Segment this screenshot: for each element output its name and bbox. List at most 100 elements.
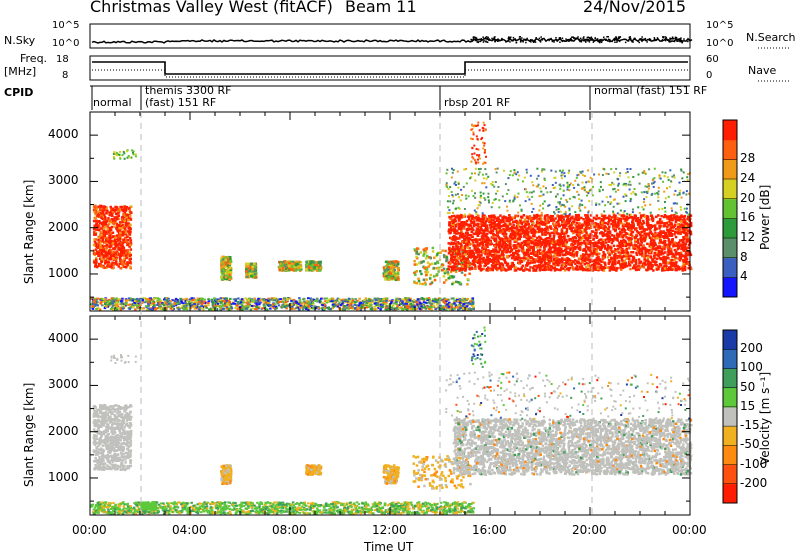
nsearch-point — [532, 40, 534, 43]
power-cell — [381, 304, 384, 307]
power-cell — [469, 308, 473, 311]
power-cell — [123, 259, 126, 262]
power-cell — [465, 305, 469, 308]
power-cell — [616, 254, 619, 258]
power-cell — [444, 269, 447, 273]
power-cell — [99, 208, 102, 211]
nsearch-point — [675, 36, 678, 39]
power-cell — [97, 225, 100, 228]
nsearch-point — [624, 38, 626, 40]
power-cell — [334, 304, 337, 307]
power-cell — [113, 253, 116, 256]
power-cell — [240, 298, 244, 301]
power-cell — [104, 259, 107, 263]
power-cell — [115, 263, 119, 266]
power-cell — [273, 297, 277, 300]
power-cell — [98, 257, 102, 260]
power-cell — [128, 303, 132, 306]
nsearch-point — [476, 41, 478, 43]
nsearch-point — [550, 37, 552, 40]
power-cell — [315, 297, 319, 300]
power-cell — [118, 229, 122, 233]
power-cell — [122, 217, 125, 221]
nsearch-point — [476, 39, 478, 41]
power-cell — [137, 304, 140, 307]
power-cell — [183, 299, 187, 302]
power-cell — [435, 273, 439, 276]
nsearch-point — [679, 39, 682, 41]
power-cell — [358, 302, 362, 305]
power-cell — [101, 248, 104, 252]
nsearch-point — [561, 37, 564, 39]
power-cell — [252, 264, 255, 267]
power-cell — [123, 257, 126, 260]
power-cell — [406, 297, 409, 300]
power-cell — [222, 264, 225, 268]
power-cell — [129, 257, 132, 260]
power-cell — [437, 267, 441, 271]
power-cell — [125, 215, 128, 219]
nsky-strip-frame — [89, 23, 691, 49]
power-cell — [197, 298, 200, 301]
power-cell — [111, 304, 115, 307]
power-cell — [456, 300, 460, 303]
power-cell — [447, 230, 450, 233]
power-cell — [407, 300, 410, 303]
power-cell — [399, 303, 403, 306]
power-cell — [420, 308, 423, 311]
power-cell — [621, 216, 625, 219]
power-cell — [371, 299, 374, 302]
power-cell — [247, 264, 251, 267]
power-cell — [102, 224, 106, 227]
nave-tick-top: 60 — [706, 54, 719, 65]
nsearch-point — [525, 41, 527, 44]
power-cell — [341, 302, 344, 305]
power-cell — [95, 258, 98, 262]
power-cell — [519, 243, 523, 246]
power-cell — [446, 271, 450, 274]
power-cell — [431, 298, 435, 301]
power-cell — [115, 212, 119, 215]
power-cell — [226, 303, 229, 306]
nsearch-point — [588, 41, 591, 43]
power-cell — [411, 303, 414, 306]
power-cell — [245, 270, 248, 273]
power-cell — [397, 272, 400, 275]
power-cell — [332, 301, 336, 304]
power-cell — [281, 304, 284, 307]
power-cell — [404, 301, 407, 304]
power-cell — [126, 243, 130, 246]
power-cell — [110, 252, 114, 255]
power-cell — [292, 269, 295, 272]
nsearch-point — [485, 36, 488, 38]
power-cell — [207, 308, 211, 311]
power-cell — [104, 223, 108, 226]
power-cell — [93, 238, 96, 241]
power-cell — [169, 305, 172, 308]
power-cell — [319, 300, 322, 303]
power-cell — [358, 297, 361, 300]
power-cell — [249, 269, 252, 272]
nsearch-point — [669, 41, 671, 43]
power-cell — [119, 254, 123, 257]
power-cell — [97, 205, 100, 209]
power-cell — [108, 211, 111, 214]
power-cell — [95, 308, 98, 310]
power-cell — [448, 301, 451, 304]
power-cell — [367, 304, 370, 307]
power-cell — [102, 257, 105, 260]
nsearch-point — [681, 40, 683, 42]
nsearch-point — [614, 39, 616, 42]
power-cell — [446, 268, 449, 271]
power-cell — [109, 302, 112, 305]
power-cell — [126, 156, 129, 159]
power-cell — [99, 246, 102, 249]
nsearch-point — [522, 41, 524, 43]
power-cell — [535, 236, 539, 240]
power-cell — [308, 307, 312, 310]
power-cell — [255, 303, 258, 306]
power-cell — [127, 304, 130, 307]
power-cell — [117, 247, 120, 250]
power-cell — [394, 276, 397, 280]
power-cell — [391, 261, 394, 265]
